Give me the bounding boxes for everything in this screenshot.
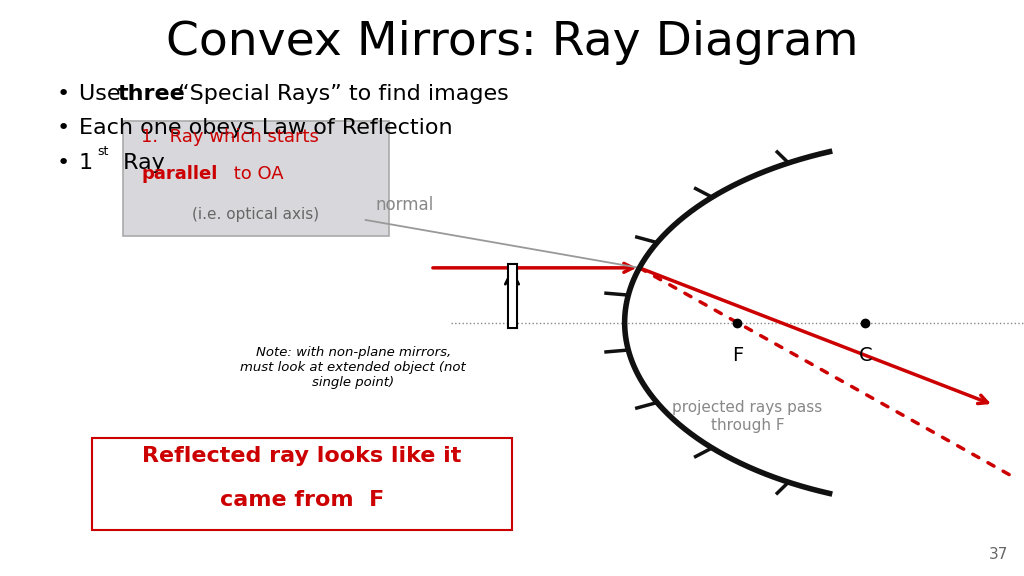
Text: F: F: [732, 346, 742, 365]
Text: Reflected ray looks like it: Reflected ray looks like it: [142, 446, 462, 467]
Text: •: •: [56, 118, 70, 138]
Text: Each one obeys Law of Reflection: Each one obeys Law of Reflection: [79, 118, 453, 138]
Text: (i.e. optical axis): (i.e. optical axis): [193, 207, 319, 222]
Text: three: three: [118, 84, 185, 104]
Bar: [123, 121, 389, 236]
Text: 1.  Ray which starts: 1. Ray which starts: [141, 128, 319, 146]
Bar: [92, 438, 512, 530]
Text: •: •: [56, 153, 70, 173]
Text: projected rays pass
through F: projected rays pass through F: [673, 400, 822, 433]
Text: Use: Use: [79, 84, 127, 104]
Text: to OA: to OA: [228, 165, 284, 183]
Text: “Special Rays” to find images: “Special Rays” to find images: [171, 84, 509, 104]
Text: 37: 37: [989, 547, 1009, 562]
Text: parallel: parallel: [141, 165, 218, 183]
Text: Note: with non-plane mirrors,
must look at extended object (not
single point): Note: with non-plane mirrors, must look …: [241, 346, 466, 389]
Text: Ray: Ray: [116, 153, 165, 173]
Text: Convex Mirrors: Ray Diagram: Convex Mirrors: Ray Diagram: [166, 20, 858, 65]
Text: 1: 1: [79, 153, 93, 173]
Text: •: •: [56, 84, 70, 104]
Text: C: C: [858, 346, 872, 365]
Text: came from  F: came from F: [220, 490, 384, 510]
Text: st: st: [97, 145, 109, 158]
Text: normal: normal: [376, 196, 434, 214]
